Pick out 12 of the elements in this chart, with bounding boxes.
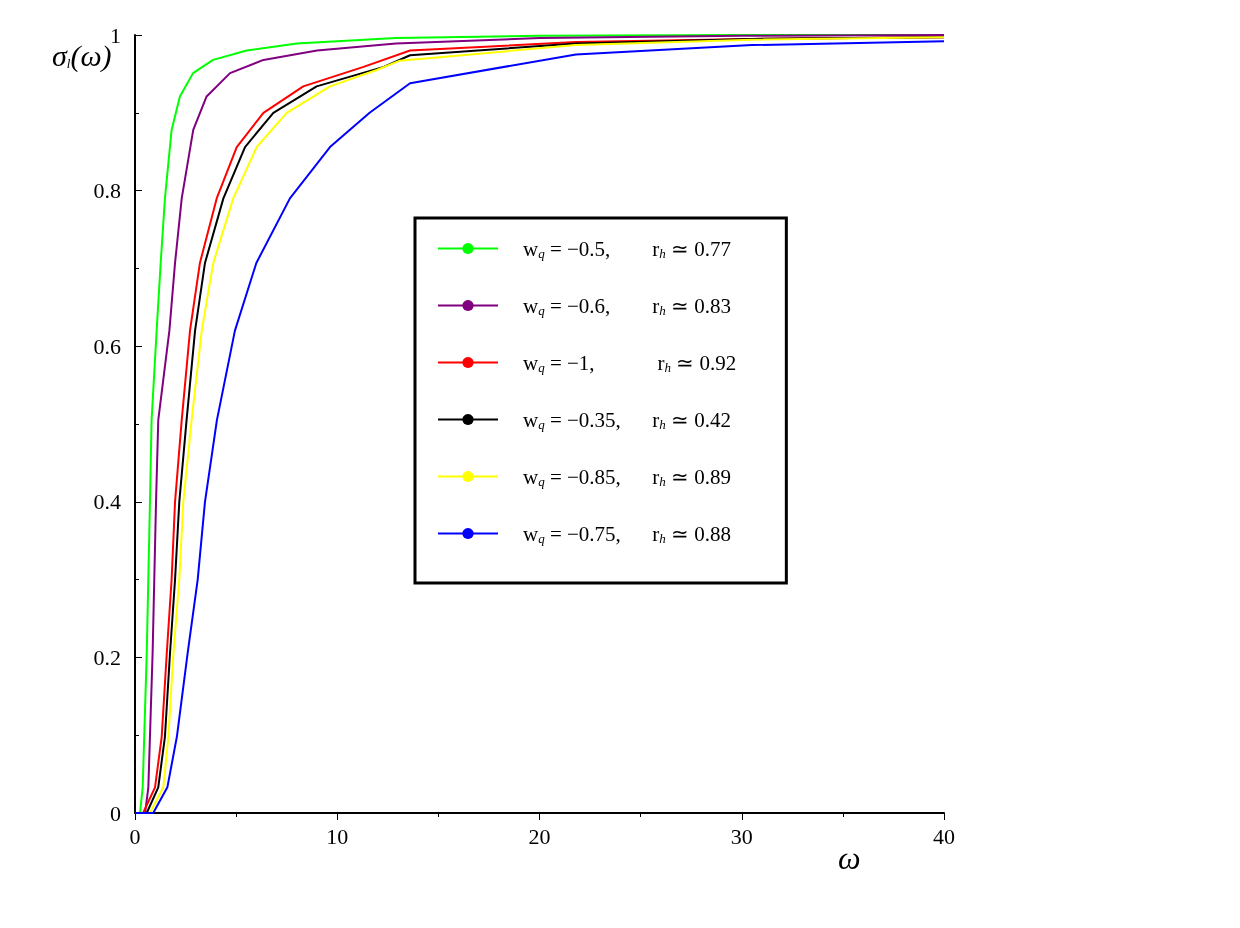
x-tick-label: 40	[933, 823, 955, 849]
y-tick-label: 1	[110, 22, 121, 48]
y-tick-label: 0	[110, 800, 121, 826]
y-tick-label: 0.8	[93, 178, 121, 204]
y-tick-label: 0.6	[93, 333, 121, 359]
y-tick-label: 0.4	[93, 489, 121, 515]
x-tick-label: 30	[730, 823, 753, 849]
x-axis-title: ω	[838, 840, 861, 876]
x-tick-label: 10	[326, 823, 349, 849]
x-tick-label: 20	[528, 823, 551, 849]
x-tick-label: 0	[129, 823, 141, 849]
y-tick-label: 0.2	[93, 644, 121, 670]
